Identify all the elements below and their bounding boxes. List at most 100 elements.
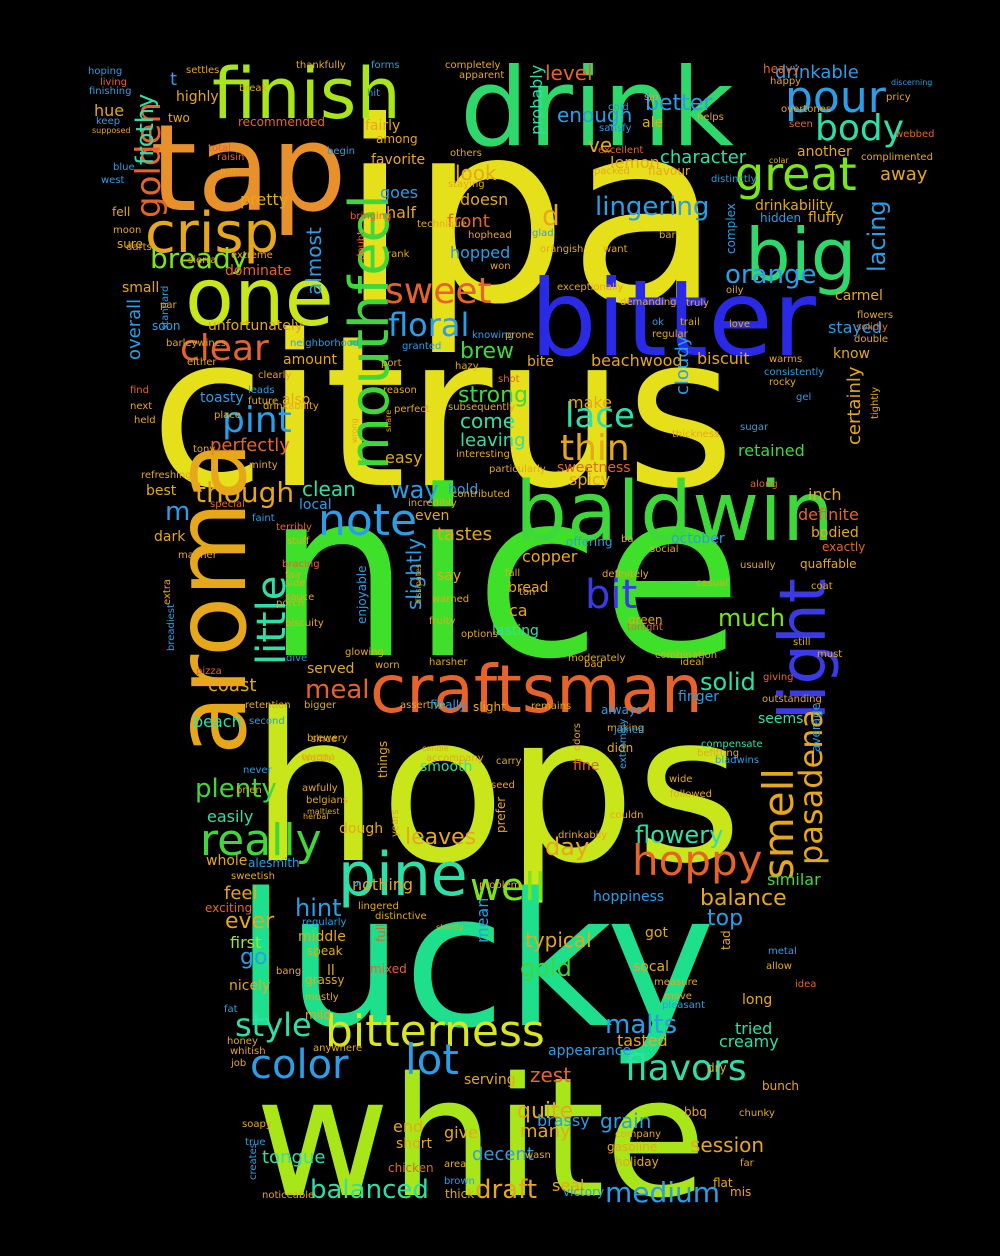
word: way — [390, 476, 439, 504]
word: bitterness — [325, 1006, 545, 1057]
word: lemon — [610, 153, 660, 172]
word: floral — [388, 306, 469, 344]
word: typical — [525, 928, 592, 952]
word: baldwin — [515, 465, 834, 560]
word: sauce — [285, 592, 314, 603]
word: color — [250, 1042, 349, 1088]
word: creamy — [719, 1032, 779, 1051]
word: measure — [654, 977, 698, 988]
word: mean — [473, 898, 492, 943]
word: solid — [700, 668, 756, 696]
word: next — [130, 401, 152, 412]
word: give — [444, 1123, 478, 1142]
word: dive — [286, 653, 307, 664]
word: making — [607, 723, 644, 734]
word: outstanding — [762, 694, 822, 705]
word: frothy — [131, 94, 159, 165]
word: favorite — [371, 152, 425, 168]
word: know — [833, 346, 870, 362]
word: apparent — [459, 70, 504, 81]
word: assertive — [400, 700, 446, 711]
word: fluffy — [808, 210, 844, 226]
word: remains — [531, 701, 571, 712]
word: tap — [150, 100, 347, 239]
word: finally — [430, 698, 466, 712]
word: pour — [785, 72, 887, 123]
word: decent — [472, 1144, 534, 1165]
word: oily — [726, 285, 744, 296]
word: medium — [605, 1176, 720, 1209]
word: coast — [208, 675, 256, 696]
word: shortly — [436, 923, 464, 932]
word: seal — [552, 1176, 584, 1195]
word: clean — [302, 477, 356, 501]
word: sweetish — [231, 871, 275, 882]
word: among — [376, 132, 418, 146]
word: drink — [460, 46, 734, 171]
word: middle — [298, 929, 346, 945]
word: exceptionally — [557, 282, 624, 293]
word: ve — [588, 133, 612, 157]
word: coat — [811, 581, 833, 592]
word: golden — [129, 102, 169, 218]
word: brew — [460, 339, 514, 364]
word: seems — [758, 711, 803, 727]
word: tightly — [870, 387, 881, 419]
word: though — [195, 476, 294, 509]
word: tad — [719, 930, 733, 950]
word: toasty — [200, 390, 244, 406]
word: big — [745, 213, 856, 297]
word: quite — [517, 1099, 573, 1124]
word: special — [210, 499, 245, 510]
word: hoppy — [632, 836, 763, 885]
word: day — [545, 833, 589, 861]
word: carmel — [835, 288, 883, 304]
word: plenty — [195, 774, 277, 804]
word: well — [470, 865, 546, 909]
word: pint — [222, 400, 292, 441]
word: retained — [738, 441, 805, 460]
word: warms — [769, 354, 802, 365]
word: packed — [594, 166, 630, 177]
word: find — [130, 385, 149, 396]
word: particularly — [489, 464, 546, 475]
word: full — [374, 924, 388, 943]
word: lingering — [595, 192, 709, 222]
word: similar — [767, 870, 821, 889]
word: craftsman — [370, 651, 703, 728]
word: flavors — [625, 1048, 747, 1089]
word: ok — [652, 317, 664, 328]
word: white — [255, 1042, 707, 1234]
word: darts — [126, 242, 152, 253]
word: since — [311, 734, 337, 745]
word: flavour — [648, 164, 690, 178]
word: tony — [193, 444, 215, 455]
word: combination — [655, 650, 717, 661]
word: gel — [796, 392, 811, 403]
word: couldn — [610, 810, 643, 821]
word: honey — [227, 1036, 258, 1047]
word: staying — [448, 179, 485, 190]
word: exciting — [205, 901, 252, 915]
word: zest — [530, 1063, 571, 1087]
word: double — [854, 334, 888, 345]
word: goes — [380, 183, 418, 202]
word: bready — [150, 242, 247, 275]
word: living — [100, 77, 127, 88]
word: supposed — [92, 126, 130, 135]
word: true — [245, 1137, 266, 1148]
word: flowers — [857, 310, 893, 321]
word: nicely — [229, 978, 270, 994]
word: sweetness — [557, 460, 631, 476]
word: granted — [402, 341, 441, 352]
word: appearance — [548, 1043, 631, 1059]
word: drinkability — [755, 198, 833, 214]
word: tasted — [617, 1031, 668, 1050]
word: bitter — [530, 258, 817, 380]
word: others — [450, 148, 482, 159]
word: short — [396, 1136, 432, 1152]
word: probably — [527, 65, 546, 135]
word: pizza — [196, 666, 222, 677]
